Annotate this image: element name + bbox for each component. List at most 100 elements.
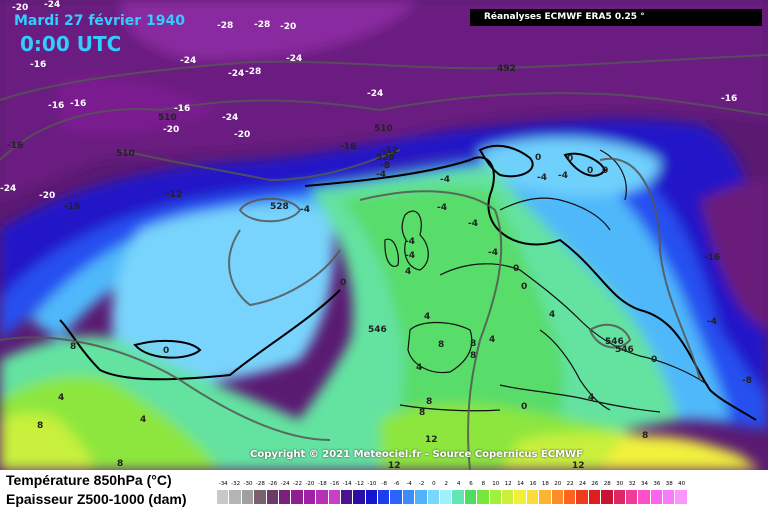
- contour-label: 8: [438, 340, 445, 350]
- contour-label: 492: [497, 64, 516, 74]
- contour-label: -28: [217, 21, 234, 31]
- legend-tick: -4: [406, 481, 412, 487]
- legend-tick: 8: [481, 481, 486, 487]
- legend-tick: 18: [541, 481, 549, 487]
- contour-label: -24: [0, 184, 17, 194]
- contour-label: 4: [140, 415, 147, 425]
- legend-swatch: [241, 490, 255, 504]
- legend-swatch: [365, 490, 379, 504]
- legend-swatch: [402, 490, 416, 504]
- legend-swatch: [638, 490, 651, 504]
- legend-color-bar: [217, 490, 688, 504]
- legend-tick: 30: [616, 481, 624, 487]
- map-time: 0:00 UTC: [20, 32, 122, 56]
- legend-swatch: [316, 490, 329, 504]
- contour-label: -28: [254, 20, 271, 30]
- contour-label: -20: [39, 191, 56, 201]
- contour-label: 546: [605, 337, 624, 347]
- copyright-text: Copyright © 2021 Meteociel.fr - Source C…: [250, 449, 583, 460]
- legend-swatch: [501, 490, 515, 504]
- contour-label: -20: [280, 22, 297, 32]
- legend-tick: 10: [492, 481, 500, 487]
- contour-label: -4: [558, 171, 568, 181]
- legend-swatch: [551, 490, 564, 504]
- legend-tick: 38: [665, 481, 673, 487]
- legend-swatch: [303, 490, 317, 504]
- contour-label: 0: [340, 278, 347, 288]
- legend-tick: -20: [305, 481, 315, 487]
- contour-label: 528: [270, 202, 289, 212]
- contour-label: -16: [70, 99, 87, 109]
- contour-label: -4: [300, 205, 310, 215]
- legend-tick: -6: [393, 481, 400, 487]
- legend-tick: 26: [591, 481, 599, 487]
- contour-label: 0: [513, 264, 520, 274]
- legend-tick: -14: [342, 481, 352, 487]
- contour-label: -20: [163, 125, 180, 135]
- contour-label: -4: [376, 170, 386, 180]
- contour-label: -4: [468, 219, 478, 229]
- contour-label: -4: [437, 203, 447, 213]
- contour-label: -16: [704, 253, 721, 263]
- contour-label: -4: [405, 251, 415, 261]
- contour-label: 4: [405, 267, 412, 277]
- contour-label: 8: [37, 421, 44, 431]
- legend-tick: 22: [566, 481, 574, 487]
- legend: Température 850hPa (°C) Epaisseur Z500-1…: [0, 470, 768, 512]
- contour-label: 12: [425, 435, 438, 445]
- contour-label: -4: [440, 175, 450, 185]
- contour-label: 8: [470, 339, 477, 349]
- contour-label: -20: [234, 130, 251, 140]
- contour-label: 8: [70, 342, 77, 352]
- contour-label: 0: [521, 402, 528, 412]
- contour-label: -16: [7, 141, 24, 151]
- contour-label: -12: [382, 146, 399, 156]
- legend-swatch: [278, 490, 292, 504]
- contour-label: 8: [419, 408, 426, 418]
- contour-label: 510: [158, 113, 177, 123]
- legend-tick: -28: [255, 481, 265, 487]
- contour-label: -16: [64, 202, 81, 212]
- contour-label: 8: [642, 431, 649, 441]
- contour-label: 4: [416, 363, 423, 373]
- legend-swatch: [514, 490, 527, 504]
- legend-swatch: [440, 490, 453, 504]
- legend-swatch: [415, 490, 428, 504]
- legend-swatch: [675, 490, 688, 504]
- contour-label: -24: [228, 69, 245, 79]
- legend-tick: -2: [418, 481, 425, 487]
- contour-label: -24: [180, 56, 197, 66]
- contour-label: -8: [742, 376, 752, 386]
- legend-tick: 14: [517, 481, 525, 487]
- legend-swatch: [576, 490, 589, 504]
- legend-tick: -12: [355, 481, 364, 487]
- contour-label: 0: [521, 282, 528, 292]
- contour-label: -24: [367, 89, 384, 99]
- contour-label: -12: [166, 190, 183, 200]
- contour-label: -24: [286, 54, 303, 64]
- legend-tick: -18: [317, 481, 327, 487]
- legend-swatch: [217, 490, 230, 504]
- legend-tick: -10: [367, 481, 377, 487]
- legend-tick: 16: [529, 481, 537, 487]
- legend-swatch: [266, 490, 279, 504]
- contour-label: -4: [707, 317, 717, 327]
- legend-swatch: [229, 490, 242, 504]
- thickness-contours: [0, 54, 768, 470]
- legend-tick: 0: [432, 481, 436, 487]
- legend-swatch: [328, 490, 341, 504]
- legend-tick: 32: [628, 481, 636, 487]
- contour-label: 12: [388, 461, 401, 471]
- temperature-field: [0, 0, 768, 470]
- legend-tick: 4: [456, 481, 461, 487]
- legend-tick: -16: [330, 481, 340, 487]
- contour-label: 8: [470, 351, 477, 361]
- legend-swatch: [353, 490, 366, 504]
- contour-label: 546: [615, 345, 634, 355]
- legend-swatch: [650, 490, 664, 504]
- legend-swatch: [291, 490, 304, 504]
- legend-swatch: [613, 490, 626, 504]
- contour-label: 510: [116, 149, 135, 159]
- contour-label: 4: [489, 335, 496, 345]
- contour-label: -20: [12, 3, 29, 13]
